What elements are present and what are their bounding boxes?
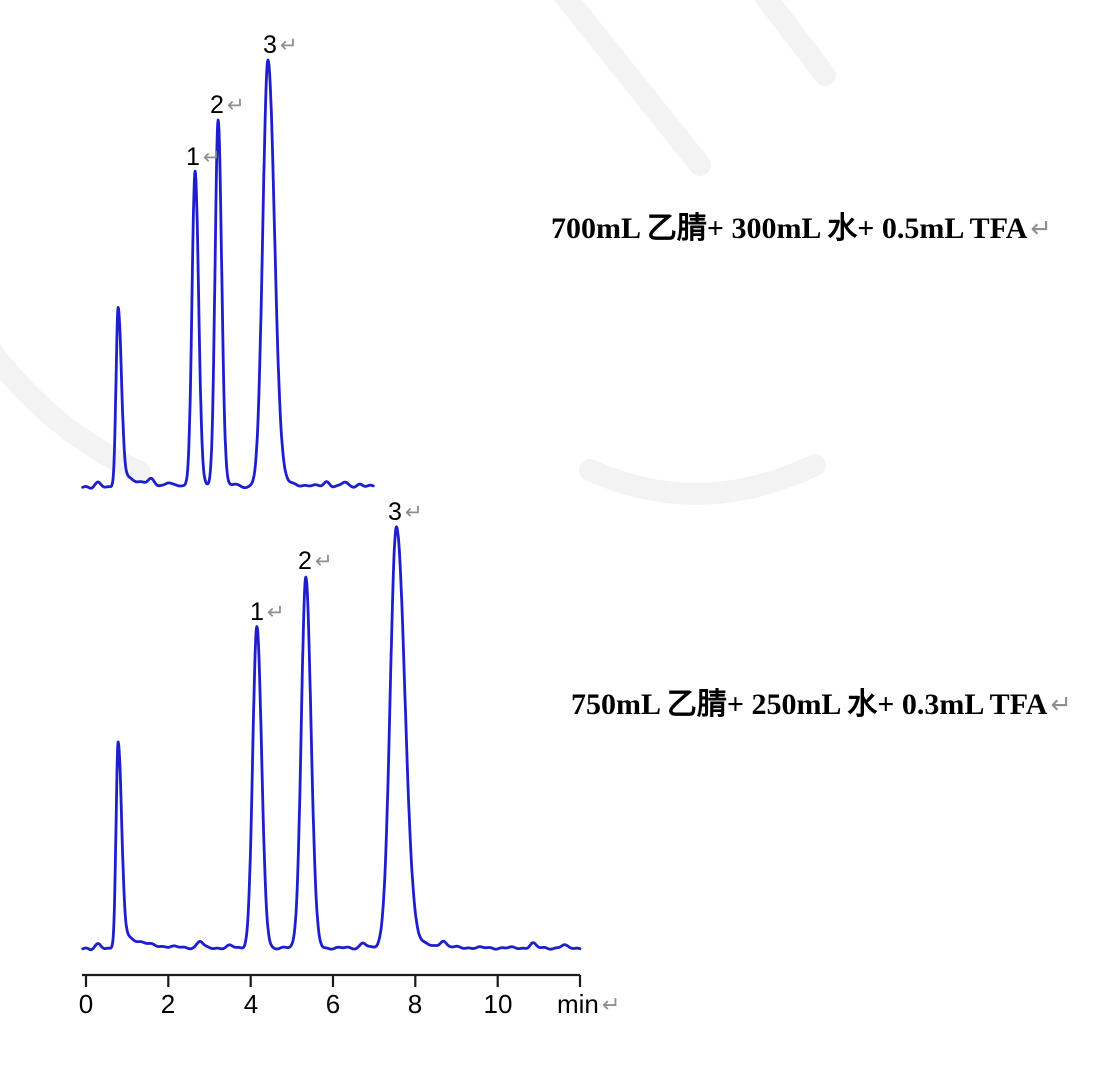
return-mark-icon: ↵ (226, 93, 245, 118)
return-mark-icon: ↵ (266, 600, 285, 625)
return-mark-icon: ↵ (202, 145, 221, 170)
peak-label-bottom-1: 1 ↵ (250, 600, 285, 625)
unit-text: min (557, 989, 599, 1019)
peak-label-top-1: 1 ↵ (186, 145, 221, 170)
return-mark-icon: ↵ (601, 992, 621, 1018)
return-mark-icon: ↵ (1030, 214, 1052, 244)
x-axis-tick-label-6: 6 (325, 989, 341, 1019)
x-axis-tick-label-8: 8 (407, 989, 423, 1019)
peak-label-top-2: 2 ↵ (210, 93, 245, 118)
peak-number: 3 (388, 498, 402, 526)
x-axis-tick-label-0: 0 (78, 989, 94, 1019)
x-axis-tick-label-2: 2 (160, 989, 176, 1019)
peak-number: 2 (298, 547, 312, 575)
trace-top-chromatogram (81, 58, 375, 490)
return-mark-icon: ↵ (404, 500, 423, 525)
return-mark-icon: ↵ (314, 549, 333, 574)
peak-label-top-3: 3 ↵ (263, 33, 298, 58)
mobile-phase-text: 750mL 乙腈+ 250mL 水+ 0.3mL TFA (571, 688, 1048, 721)
mobile-phase-label-bottom: 750mL 乙腈+ 250mL 水+ 0.3mL TFA ↵ (571, 688, 1072, 723)
x-axis-tick-label-4: 4 (243, 989, 259, 1019)
peak-number: 3 (263, 31, 277, 59)
peak-label-bottom-3: 3 ↵ (388, 500, 423, 525)
mobile-phase-text: 700mL 乙腈+ 300mL 水+ 0.5mL TFA (551, 212, 1028, 245)
return-mark-icon: ↵ (1050, 690, 1072, 720)
peak-number: 1 (186, 143, 200, 171)
peak-label-bottom-2: 2 ↵ (298, 549, 333, 574)
trace-bottom-chromatogram (81, 525, 582, 952)
x-axis-unit-label: min ↵ (557, 990, 620, 1019)
mobile-phase-label-top: 700mL 乙腈+ 300mL 水+ 0.5mL TFA ↵ (551, 212, 1052, 247)
x-axis-tick-label-10: 10 (483, 989, 513, 1019)
peak-number: 2 (210, 91, 224, 119)
return-mark-icon: ↵ (279, 33, 298, 58)
peak-number: 1 (250, 598, 264, 626)
